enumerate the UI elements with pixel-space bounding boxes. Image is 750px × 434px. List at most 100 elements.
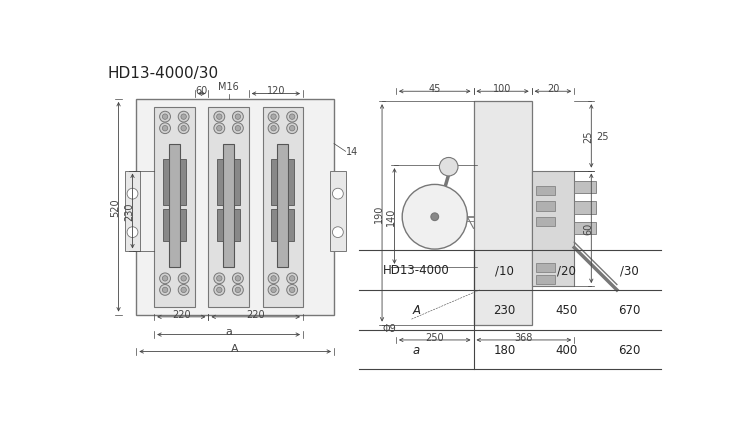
Circle shape [232,124,243,134]
Circle shape [178,285,189,296]
Text: 450: 450 [555,304,578,317]
Text: 670: 670 [618,304,640,317]
Bar [163,210,169,242]
Text: 220: 220 [247,309,265,319]
Circle shape [268,112,279,123]
Text: 620: 620 [618,343,640,356]
Text: 100: 100 [494,84,512,94]
Circle shape [290,115,295,120]
Text: HD13-4000: HD13-4000 [382,264,449,277]
Text: 60: 60 [195,86,208,96]
Text: 190: 190 [374,204,384,223]
Bar [473,102,532,325]
Bar [163,160,169,206]
Bar [288,210,295,242]
Circle shape [236,115,241,120]
Bar [536,202,555,211]
Bar [262,107,303,307]
Text: 25: 25 [597,132,609,141]
Circle shape [160,285,170,296]
Text: a: a [413,343,420,356]
Circle shape [271,115,276,120]
Bar [278,144,288,267]
Text: 250: 250 [425,332,444,342]
Circle shape [271,288,276,293]
Text: A: A [413,304,420,317]
Circle shape [290,276,295,281]
Text: 220: 220 [172,309,190,319]
Circle shape [162,288,168,293]
Text: Φ9: Φ9 [382,324,396,334]
Circle shape [232,285,243,296]
Text: /30: /30 [620,264,639,277]
Circle shape [440,158,458,177]
Circle shape [181,276,186,281]
Bar [209,107,249,307]
Text: 25: 25 [584,130,593,143]
Bar [536,275,555,284]
Circle shape [236,288,241,293]
Circle shape [162,115,168,120]
Circle shape [290,126,295,132]
Bar [330,171,346,252]
Text: 140: 140 [386,207,396,226]
Circle shape [268,273,279,284]
Bar [124,171,140,252]
Circle shape [214,273,225,284]
Circle shape [332,227,344,238]
Bar [574,202,596,214]
Bar [536,217,555,227]
Text: 520: 520 [110,198,121,217]
Circle shape [181,115,186,120]
Bar [532,171,574,286]
Circle shape [178,273,189,284]
Circle shape [214,112,225,123]
Circle shape [214,285,225,296]
Text: 60: 60 [584,223,593,235]
Circle shape [232,112,243,123]
Circle shape [162,126,168,132]
Circle shape [332,189,344,200]
Bar [180,160,186,206]
Bar [217,210,223,242]
Circle shape [214,124,225,134]
Text: a: a [225,327,232,337]
Bar [536,187,555,196]
Bar [224,144,234,267]
Circle shape [268,285,279,296]
Text: M16: M16 [218,82,239,92]
Circle shape [402,185,467,250]
Text: A: A [231,344,239,354]
Circle shape [290,288,295,293]
Text: 45: 45 [428,84,441,94]
Text: 180: 180 [494,343,516,356]
Text: /20: /20 [557,264,576,277]
Circle shape [160,273,170,284]
Text: 14: 14 [346,147,358,157]
Text: /10: /10 [495,264,514,277]
Circle shape [271,126,276,132]
Bar [288,160,295,206]
Circle shape [286,124,298,134]
Circle shape [160,112,170,123]
Circle shape [271,276,276,281]
Text: 120: 120 [267,86,285,96]
Circle shape [162,276,168,281]
Text: 20: 20 [547,84,559,94]
Circle shape [181,126,186,132]
Bar [574,181,596,194]
Circle shape [178,112,189,123]
Bar [536,263,555,273]
Circle shape [127,189,138,200]
Bar [136,197,334,231]
Text: HD13-4000/30: HD13-4000/30 [108,66,219,81]
Bar [154,107,194,307]
Circle shape [217,288,222,293]
Circle shape [217,126,222,132]
Bar [136,100,334,315]
Bar [169,144,180,267]
Circle shape [430,214,439,221]
Circle shape [236,276,241,281]
Bar [217,160,223,206]
Bar [272,210,278,242]
